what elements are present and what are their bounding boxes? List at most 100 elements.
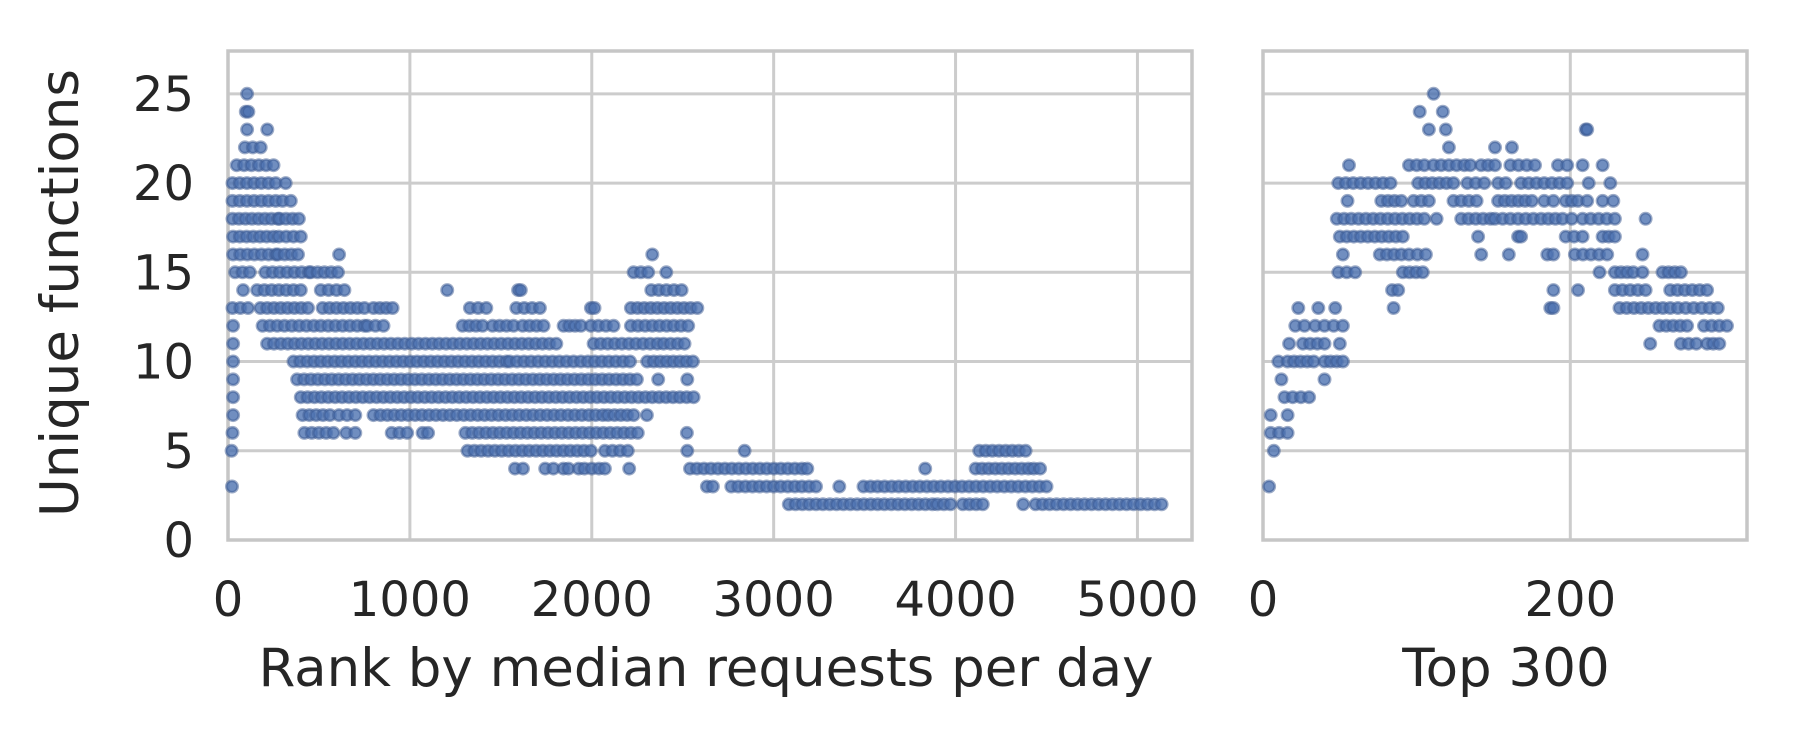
data-point: [242, 265, 257, 280]
data-point: [1342, 158, 1357, 173]
data-point: [226, 390, 241, 405]
data-point: [1435, 104, 1450, 119]
data-point: [1635, 265, 1650, 280]
y-tick-label: 5: [163, 424, 194, 480]
data-point: [513, 283, 528, 298]
data-point: [943, 497, 958, 512]
data-point: [421, 425, 436, 440]
data-point: [1580, 122, 1595, 137]
data-point: [1317, 372, 1332, 387]
data-point: [278, 176, 293, 191]
data-point: [290, 247, 305, 262]
data-point: [1600, 247, 1615, 262]
data-point: [1263, 408, 1278, 423]
panel-border: [1261, 49, 1749, 542]
data-point: [1720, 318, 1735, 333]
data-point: [1488, 140, 1503, 155]
data-point: [1426, 86, 1441, 101]
x-tick-label: 0: [213, 572, 244, 628]
data-point: [1575, 158, 1590, 173]
data-point: [1580, 193, 1595, 208]
data-point: [293, 283, 308, 298]
data-point: [622, 354, 637, 369]
panel-border: [226, 49, 1194, 542]
x-tick-label: 3000: [713, 572, 835, 628]
data-point: [1262, 479, 1277, 494]
data-point: [1335, 318, 1350, 333]
data-point: [1335, 247, 1350, 262]
data-point: [1417, 211, 1432, 226]
data-point: [236, 283, 251, 298]
data-point: [1395, 229, 1410, 244]
data-point: [549, 336, 564, 351]
data-point: [224, 443, 239, 458]
data-point: [260, 122, 275, 137]
data-point: [241, 300, 256, 315]
data-point: [645, 247, 660, 262]
data-point: [226, 372, 241, 387]
data-point: [330, 265, 345, 280]
y-tick-labels: 0 5 10 15 20 25: [133, 67, 194, 569]
data-point: [1033, 461, 1048, 476]
data-point: [1394, 193, 1409, 208]
panel-top300: 0 200: [1248, 49, 1749, 628]
data-point: [1383, 176, 1398, 191]
data-point: [1291, 300, 1306, 315]
data-point: [385, 300, 400, 315]
data-point: [705, 479, 720, 494]
data-point: [1592, 265, 1607, 280]
data-point: [1501, 247, 1516, 262]
data-point: [1603, 176, 1618, 191]
data-point: [400, 425, 415, 440]
data-point: [1441, 140, 1456, 155]
x-tick-label: 2000: [531, 572, 653, 628]
data-point: [832, 479, 847, 494]
data-point: [1546, 283, 1561, 298]
data-point: [1575, 229, 1590, 244]
data-point: [1571, 283, 1586, 298]
data-point: [226, 336, 241, 351]
data-point: [1680, 318, 1695, 333]
data-point: [515, 461, 530, 476]
data-point: [532, 300, 547, 315]
data-point: [1280, 408, 1295, 423]
data-point: [737, 443, 752, 458]
data-point: [1643, 336, 1658, 351]
data-point: [1560, 176, 1575, 191]
data-point: [1348, 265, 1363, 280]
data-point: [1528, 158, 1543, 173]
data-point: [226, 318, 241, 333]
data-point: [1606, 193, 1621, 208]
data-point: [225, 425, 240, 440]
data-point: [1016, 497, 1031, 512]
data-point: [1274, 372, 1289, 387]
data-point: [332, 247, 347, 262]
data-point: [1282, 336, 1297, 351]
data-point: [659, 265, 674, 280]
data-point: [686, 390, 701, 405]
data-point: [1386, 300, 1401, 315]
data-point: [225, 479, 240, 494]
data-point: [1560, 158, 1575, 173]
data-point: [629, 372, 644, 387]
data-point: [1421, 193, 1436, 208]
data-point: [1488, 158, 1503, 173]
data-point: [597, 461, 612, 476]
data-point: [266, 158, 281, 173]
data-point: [1477, 176, 1492, 191]
data-point: [651, 372, 666, 387]
data-point: [1421, 122, 1436, 137]
data-point: [1039, 479, 1054, 494]
data-point: [1332, 336, 1347, 351]
data-point: [1266, 443, 1281, 458]
data-point: [1581, 176, 1596, 191]
data-point: [1302, 390, 1317, 405]
data-point: [1418, 247, 1433, 262]
data-point: [1415, 265, 1430, 280]
y-tick-label: 10: [133, 335, 194, 391]
points-layer: [1262, 86, 1735, 494]
data-point: [536, 318, 551, 333]
data-point: [1638, 211, 1653, 226]
data-point: [1438, 122, 1453, 137]
